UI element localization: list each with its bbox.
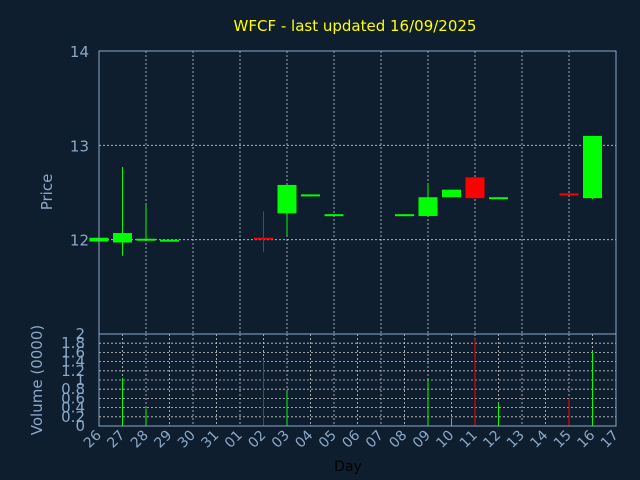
day-tick-label: 10 — [433, 428, 457, 452]
volume-tick-label: 1 — [75, 371, 85, 389]
day-tick-label: 07 — [363, 428, 387, 452]
candle-body — [489, 197, 508, 200]
candle-body — [113, 233, 132, 243]
volume-tick-label: 0.2 — [61, 408, 85, 426]
price-axis-label: Price — [38, 174, 56, 211]
day-axis-label: Day — [334, 459, 362, 475]
day-tick-label: 16 — [574, 427, 598, 451]
chart-title: WFCF - last updated 16/09/2025 — [234, 17, 477, 35]
day-tick-label: 17 — [598, 428, 622, 452]
volume-tick-label: 0.8 — [61, 380, 85, 398]
day-tick-label: 29 — [151, 428, 175, 452]
day-tick-label: 09 — [410, 428, 434, 452]
price-plot-background — [99, 51, 616, 334]
candle-body — [559, 193, 579, 196]
price-tick-label: 13 — [70, 137, 89, 155]
day-tick-label: 08 — [386, 428, 410, 452]
day-tick-label: 01 — [222, 428, 246, 452]
price-tick-label: 12 — [70, 232, 89, 250]
volume-panel: 00.20.40.60.811.21.41.61.82 Volume (0000… — [28, 325, 617, 435]
candle-body — [324, 214, 344, 217]
day-tick-label: 28 — [128, 428, 152, 452]
candle-body — [418, 197, 438, 217]
day-tick-label: 11 — [457, 428, 481, 452]
candle-body — [160, 239, 179, 242]
volume-tick-label: 0.6 — [61, 389, 85, 407]
day-tick-label: 31 — [198, 428, 222, 452]
price-panel: 12 13 14 Price — [38, 43, 617, 335]
volume-axis-label: Volume (0000) — [28, 325, 46, 435]
candle-body — [395, 214, 414, 217]
day-tick-label: 05 — [316, 428, 340, 452]
day-tick-label: 03 — [269, 428, 293, 452]
day-tick-label: 13 — [504, 428, 528, 452]
price-y-ticks: 12 13 14 — [70, 43, 89, 250]
day-tick-label: 15 — [551, 428, 575, 452]
candle-body — [136, 238, 156, 241]
day-tick-label: 04 — [292, 427, 316, 451]
candle-body — [277, 184, 297, 214]
volume-tick-label: 2 — [75, 325, 85, 343]
candle-body — [301, 194, 320, 197]
volume-plot-frame — [98, 333, 617, 427]
day-tick-label: 12 — [480, 428, 504, 452]
volume-tick-label: 1.4 — [61, 353, 85, 371]
day-tick-label: 27 — [104, 428, 128, 452]
volume-tick-label: 1.8 — [61, 334, 85, 352]
volume-tick-label: 0.4 — [61, 399, 85, 417]
volume-bars — [98, 338, 593, 426]
volume-tick-label: 1.2 — [61, 362, 85, 380]
price-tick-label: 14 — [70, 43, 89, 61]
day-axis-ticks: 26 27 28 29 30 31 01 02 03 04 05 06 07 08 09 10 11 12 13 14… — [81, 427, 622, 451]
volume-y-ticks: 00.20.40.60.811.21.41.61.82 — [61, 325, 85, 435]
day-tick-label: 14 — [527, 427, 551, 451]
candle-body — [254, 237, 273, 240]
day-tick-label: 30 — [175, 428, 199, 452]
candle-body — [583, 135, 602, 199]
day-tick-label: 06 — [339, 427, 363, 451]
candle-body — [442, 189, 461, 198]
volume-tick-label: 0 — [75, 417, 85, 435]
day-tick-label: 02 — [245, 428, 269, 452]
volume-tick-label: 1.6 — [61, 343, 85, 361]
candle-body — [465, 177, 485, 199]
